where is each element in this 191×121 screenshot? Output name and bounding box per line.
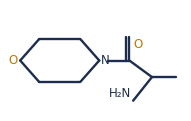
Text: O: O <box>8 54 17 67</box>
Text: H₂N: H₂N <box>109 87 131 99</box>
Text: N: N <box>101 54 110 67</box>
Text: O: O <box>133 38 142 51</box>
